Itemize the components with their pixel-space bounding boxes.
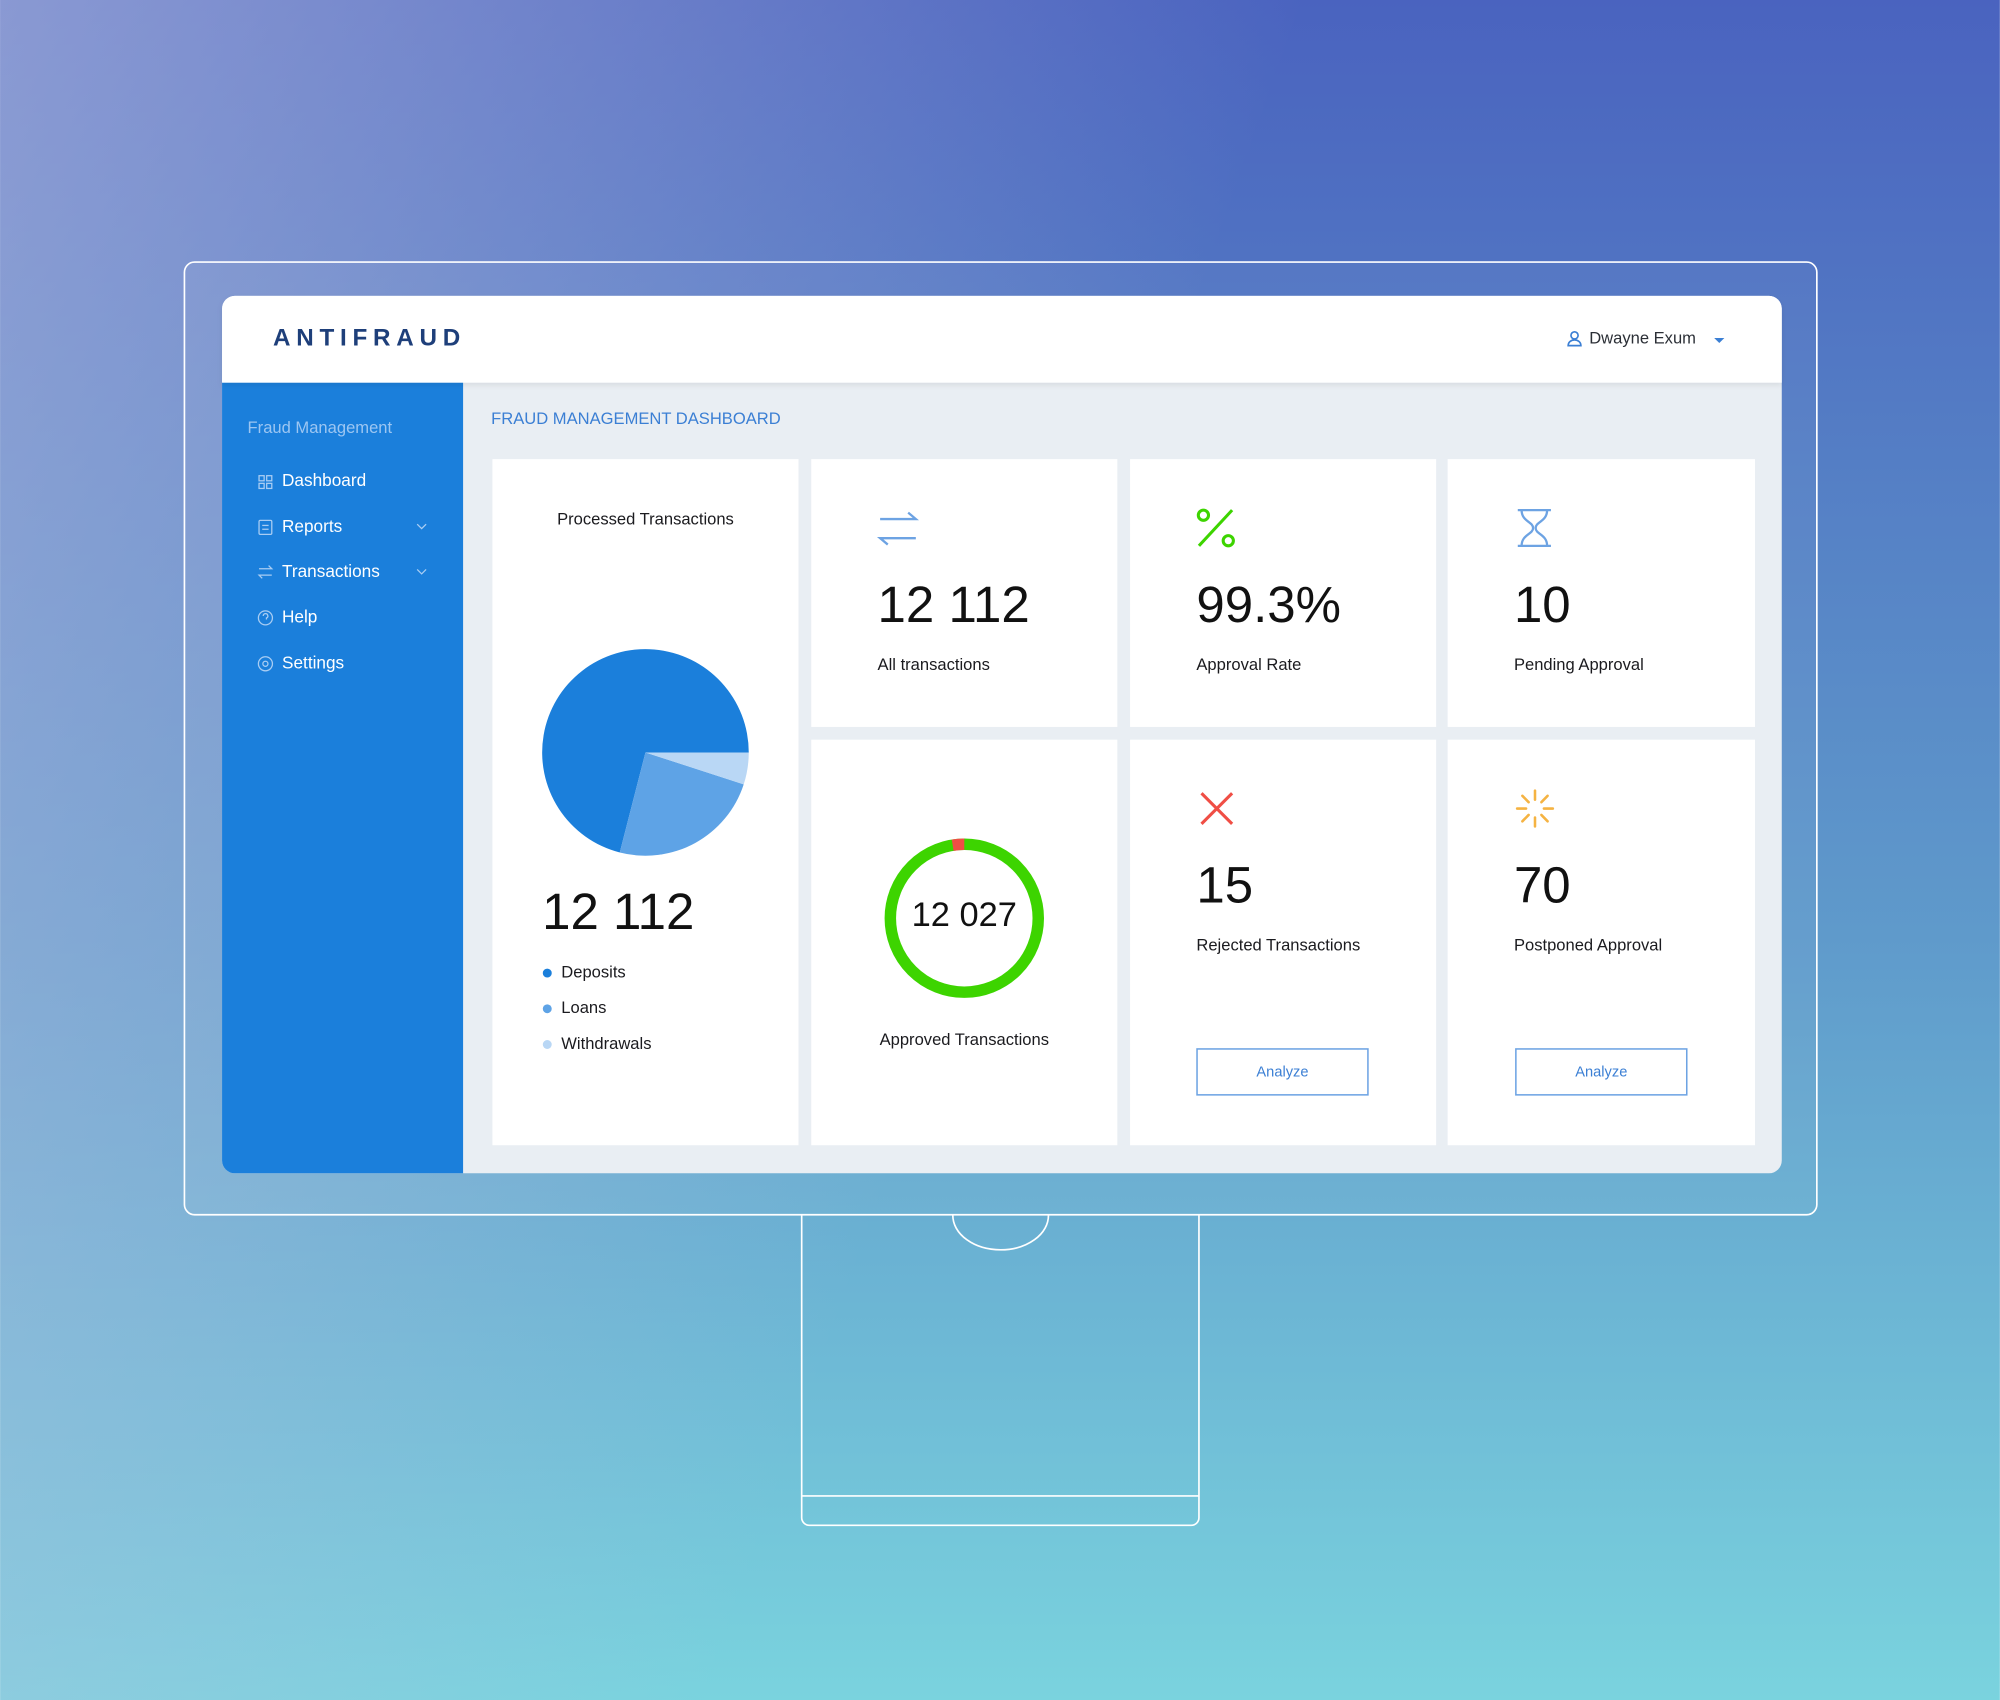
- donut-segment: [951, 838, 965, 851]
- stand-notch: [951, 1215, 1050, 1251]
- stat-value: 12 112: [878, 576, 1030, 633]
- loading-icon: [1515, 789, 1555, 828]
- user-caret[interactable]: [1714, 337, 1725, 344]
- percent-icon: [1196, 508, 1235, 548]
- stat-value: 10: [1514, 576, 1571, 633]
- stat-value: 15: [1196, 856, 1253, 913]
- pie-slice: [619, 752, 744, 856]
- stat-label: Approved Transactions: [880, 1030, 1049, 1049]
- nav-item[interactable]: Dashboard: [282, 470, 366, 490]
- logo: ANTIFRAUD: [273, 325, 466, 352]
- pie-slice: [645, 752, 749, 785]
- legend-label: Withdrawals: [561, 1034, 651, 1053]
- stat-label: Approval Rate: [1196, 655, 1301, 674]
- stat-label: Postponed Approval: [1514, 936, 1662, 955]
- analyze-button[interactable]: [1515, 1048, 1688, 1096]
- nav-item[interactable]: Settings: [282, 652, 344, 672]
- card: [1130, 459, 1437, 727]
- reject-icon: [1200, 792, 1234, 825]
- stat-value: 70: [1514, 856, 1571, 913]
- user-icon: [1567, 331, 1582, 347]
- legend: Deposits Loans Withdrawals: [542, 962, 651, 1053]
- legend-dot: [542, 1040, 552, 1049]
- nav-item[interactable]: Reports: [282, 516, 342, 536]
- page-title: FRAUD MANAGEMENT DASHBOARD: [491, 409, 781, 428]
- card: [1447, 459, 1755, 727]
- hourglass-icon: [1517, 508, 1551, 547]
- nav-item[interactable]: Transactions: [282, 561, 380, 581]
- pie-slice: [542, 649, 749, 853]
- card: [811, 459, 1118, 727]
- monitor-stand: [800, 1215, 1200, 1527]
- card: [811, 739, 1118, 1146]
- legend-label: Deposits: [561, 962, 625, 981]
- sidebar: [222, 382, 464, 1174]
- chart-title: Processed Transactions: [557, 510, 734, 529]
- stat-label: Rejected Transactions: [1196, 936, 1360, 955]
- stat-value: 12 027: [912, 896, 1017, 934]
- pie-total: 12 112: [542, 883, 694, 940]
- button-label[interactable]: Analyze: [1575, 1064, 1627, 1080]
- sidebar-section: Fraud Management: [248, 418, 393, 437]
- stat-value: 99.3%: [1196, 576, 1341, 633]
- header: [222, 295, 1782, 383]
- analyze-button[interactable]: [1196, 1048, 1369, 1096]
- transfer-icon: [876, 511, 919, 546]
- legend-label: Loans: [561, 998, 606, 1017]
- legend-dot: [542, 1004, 552, 1014]
- legend-dot: [542, 968, 552, 978]
- nav-item[interactable]: Help: [282, 606, 317, 626]
- stat-label: Pending Approval: [1514, 655, 1644, 674]
- user-name[interactable]: Dwayne Exum: [1589, 329, 1696, 348]
- stat-label: All transactions: [878, 655, 990, 674]
- sidebar-icons: [257, 475, 427, 672]
- button-label[interactable]: Analyze: [1256, 1064, 1308, 1080]
- pie: [542, 649, 749, 856]
